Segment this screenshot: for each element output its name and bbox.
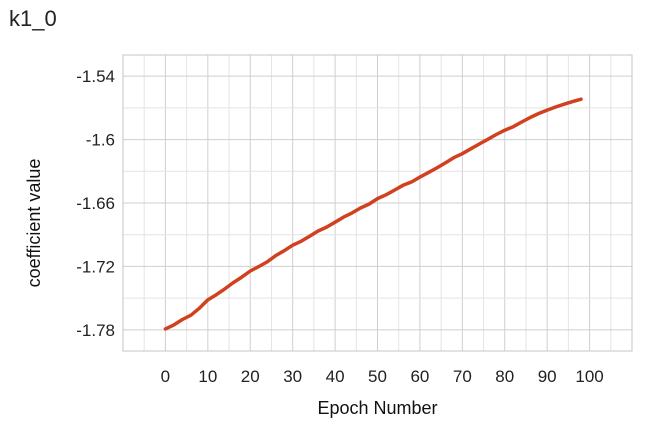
x-tick-label: 80 [495,367,514,386]
grid [122,55,633,351]
x-tick-label: 10 [198,367,217,386]
chart-title: k1_0 [9,6,57,31]
series-line [163,97,583,331]
y-tick-label: -1.66 [76,194,115,213]
x-tick-label: 90 [538,367,557,386]
series-group [163,97,583,331]
x-tick-label: 20 [241,367,260,386]
x-tick-label: 30 [283,367,302,386]
y-tick-label: -1.6 [86,131,115,150]
y-tick-label: -1.72 [76,257,115,276]
x-tick-label: 70 [453,367,472,386]
x-axis: 0 10 20 30 40 50 60 70 80 90 100 [161,367,604,386]
plot-area [122,54,633,352]
x-tick-label: 0 [161,367,170,386]
y-tick-label: -1.54 [76,67,115,86]
x-tick-label: 40 [326,367,345,386]
x-tick-label: 50 [368,367,387,386]
y-axis-title: coefficient value [24,159,44,288]
y-tick-label: -1.78 [76,321,115,340]
x-tick-label: 100 [575,367,603,386]
y-axis: -1.54 -1.6 -1.66 -1.72 -1.78 [76,67,115,340]
x-axis-title: Epoch Number [317,398,437,418]
x-tick-label: 60 [410,367,429,386]
